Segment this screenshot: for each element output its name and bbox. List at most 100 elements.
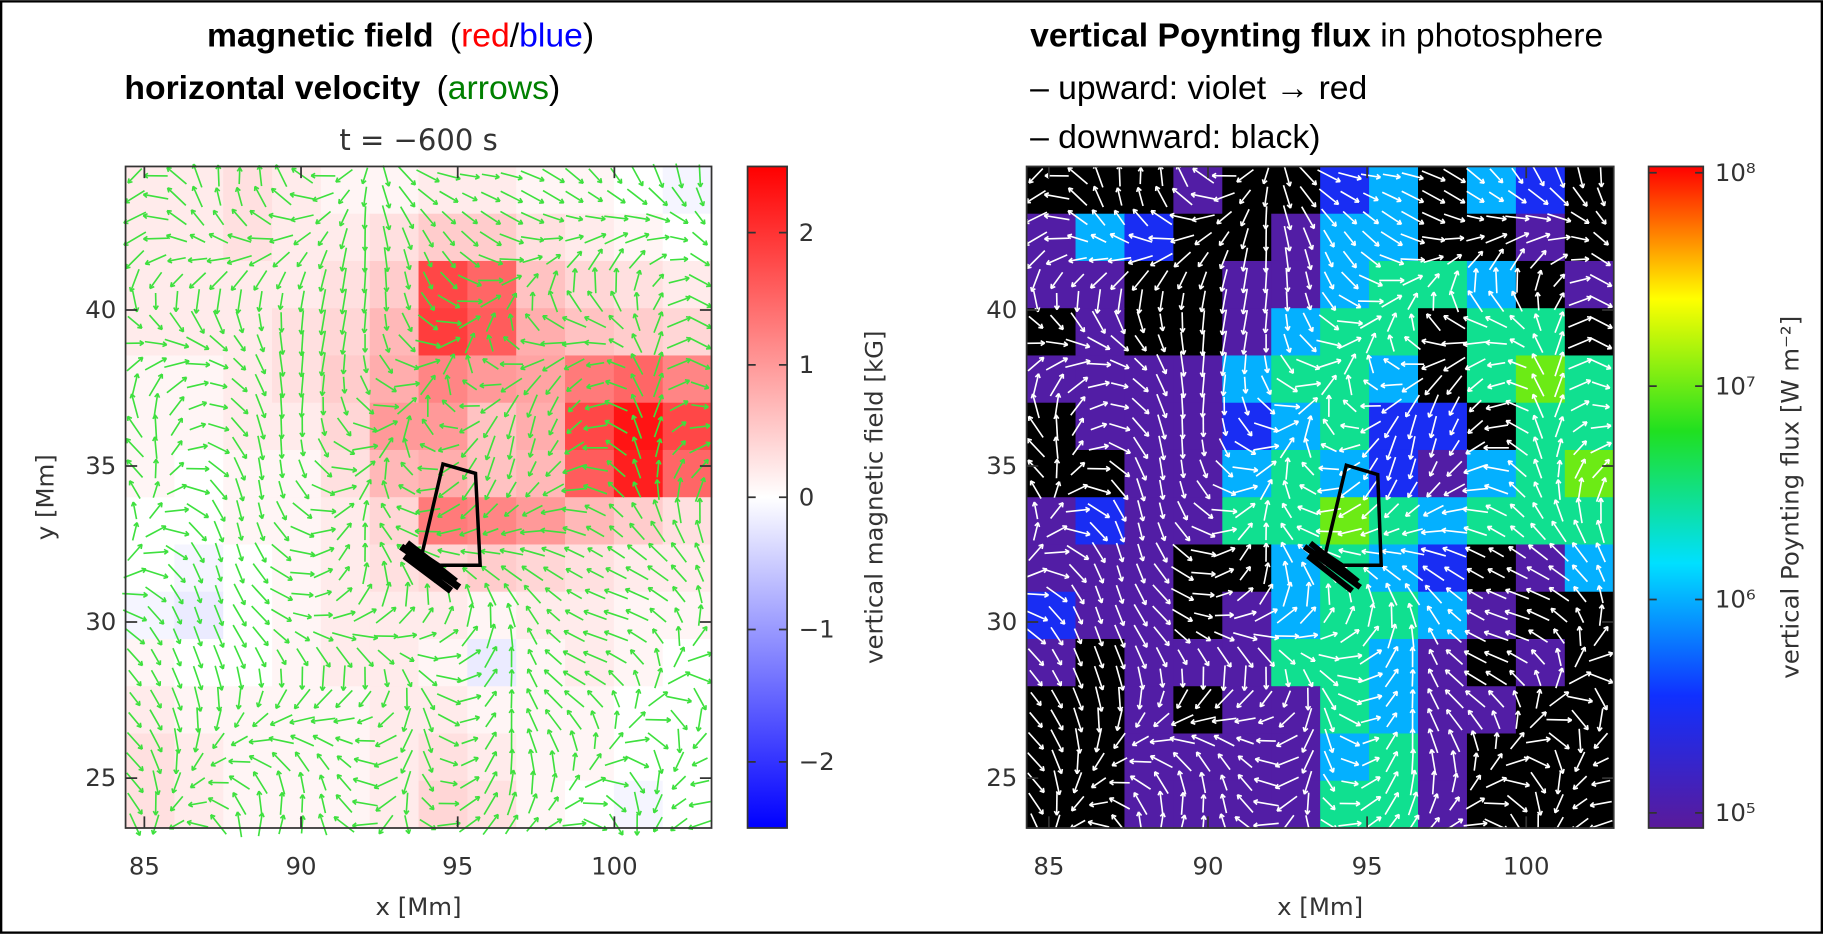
velocity-arrow xyxy=(333,502,355,519)
arrow-head xyxy=(605,650,611,656)
arrow-head xyxy=(1357,652,1363,659)
velocity-arrow xyxy=(1279,437,1295,459)
velocity-arrow xyxy=(1533,481,1543,498)
arrow-head xyxy=(259,347,266,353)
velocity-arrow xyxy=(298,459,307,479)
map-cell xyxy=(1026,591,1077,640)
arrow-head xyxy=(1454,796,1460,802)
arrow-head xyxy=(1554,647,1561,653)
velocity-arrow xyxy=(1384,415,1400,439)
velocity-arrow xyxy=(1303,707,1313,732)
velocity-arrow xyxy=(1381,191,1402,202)
arrow-head xyxy=(1483,464,1489,471)
velocity-arrow xyxy=(230,417,249,437)
velocity-arrow xyxy=(694,477,706,502)
arrow-head xyxy=(218,620,225,627)
arrow-head xyxy=(604,419,610,426)
velocity-arrow xyxy=(1282,205,1292,231)
arrow-head xyxy=(1118,598,1125,605)
arrow-head xyxy=(1606,441,1612,448)
arrow-head xyxy=(399,561,406,567)
velocity-arrow xyxy=(1049,373,1065,397)
arrow-head xyxy=(135,700,141,707)
arrow-head xyxy=(1055,790,1062,796)
velocity-arrow xyxy=(126,459,144,478)
arrow-head xyxy=(340,686,347,692)
arrow-head xyxy=(566,709,573,716)
arrow-head xyxy=(1128,233,1134,239)
arrow-head xyxy=(1255,737,1261,744)
arrow-head xyxy=(1078,417,1085,423)
arrow-head xyxy=(218,537,225,543)
arrow-head xyxy=(1124,471,1131,478)
velocity-arrow xyxy=(697,585,703,604)
arrow-head xyxy=(1292,387,1299,393)
arrow-head xyxy=(276,770,283,776)
velocity-arrow xyxy=(296,251,308,268)
velocity-arrow xyxy=(1360,796,1382,812)
arrow-head xyxy=(1428,452,1435,458)
velocity-arrow xyxy=(416,487,440,493)
arrow-head xyxy=(1375,173,1382,180)
velocity-arrow xyxy=(459,776,480,789)
velocity-arrow xyxy=(279,292,284,310)
arrow-head xyxy=(1425,313,1432,319)
velocity-arrow xyxy=(1067,484,1088,496)
arrow-head xyxy=(613,710,620,716)
arrow-head xyxy=(506,492,512,499)
velocity-arrow xyxy=(333,440,355,455)
arrow-head xyxy=(1532,333,1538,339)
arrow-head xyxy=(1598,604,1605,610)
arrow-head xyxy=(562,650,569,656)
velocity-arrow xyxy=(584,777,606,789)
arrow-head xyxy=(214,187,221,193)
map-cell xyxy=(174,733,224,782)
arrow-head xyxy=(1387,334,1394,340)
arrow-head xyxy=(1050,283,1056,290)
velocity-arrow xyxy=(633,791,641,816)
velocity-arrow xyxy=(666,337,692,349)
map-cell xyxy=(662,733,713,782)
velocity-arrow xyxy=(1316,359,1342,369)
arrow-head xyxy=(1148,235,1154,242)
velocity-arrow xyxy=(236,187,243,207)
arrow-head xyxy=(1306,828,1313,835)
arrow-head xyxy=(291,167,297,173)
arrow-head xyxy=(679,458,686,464)
arrow-head xyxy=(182,554,189,561)
velocity-arrow xyxy=(541,547,566,558)
arrow-head xyxy=(1282,480,1289,486)
velocity-arrow xyxy=(1485,670,1508,686)
velocity-arrow xyxy=(440,780,458,785)
map-cell xyxy=(1515,166,1566,215)
velocity-arrow xyxy=(1400,549,1425,556)
arrow-head xyxy=(309,570,315,578)
velocity-arrow xyxy=(1340,190,1360,203)
velocity-arrow xyxy=(456,300,483,303)
arrow-head xyxy=(1080,395,1086,402)
velocity-arrow xyxy=(1318,314,1340,331)
velocity-arrow xyxy=(1177,649,1188,665)
arrow-head xyxy=(578,178,584,184)
velocity-arrow xyxy=(442,353,455,375)
velocity-arrow xyxy=(1180,372,1185,398)
velocity-arrow xyxy=(1532,502,1544,519)
velocity-arrow xyxy=(460,437,479,458)
velocity-arrow xyxy=(384,269,388,292)
velocity-arrow xyxy=(1242,267,1248,294)
arrow-head xyxy=(587,290,593,296)
map-cell xyxy=(662,260,713,309)
arrow-head xyxy=(1603,625,1609,632)
arrow-head xyxy=(410,202,416,208)
velocity-arrow xyxy=(1337,674,1363,682)
velocity-arrow xyxy=(1422,565,1445,582)
map-cell xyxy=(1564,449,1615,498)
velocity-arrow xyxy=(1424,584,1443,604)
velocity-arrow xyxy=(653,311,663,333)
arrow-head xyxy=(1156,702,1163,708)
arrow-head xyxy=(259,535,266,542)
arrow-head xyxy=(705,344,712,350)
arrow-head xyxy=(1108,797,1115,803)
map-cell xyxy=(125,733,176,782)
velocity-arrow xyxy=(565,568,583,579)
